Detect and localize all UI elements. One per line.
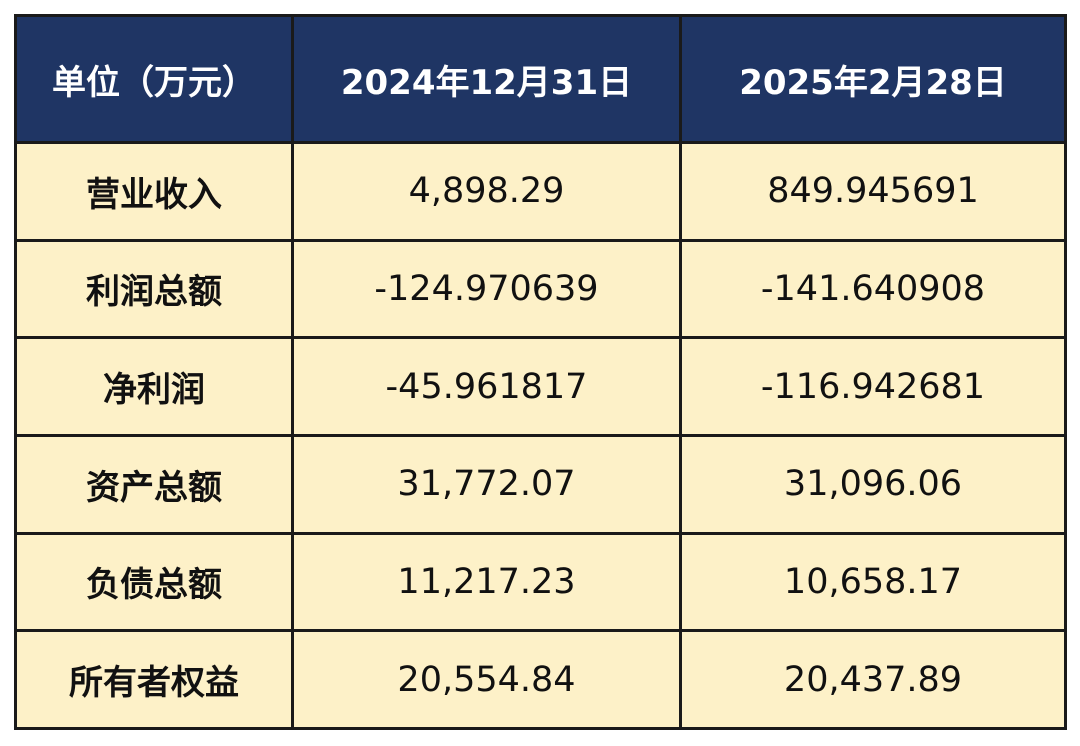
table-header: 单位（万元） 2024年12月31日 2025年2月28日 <box>14 14 1067 144</box>
row-value-2025: -141.640908 <box>679 238 1067 340</box>
table-row: 资产总额 31,772.07 31,096.06 <box>14 433 1067 535</box>
row-value-2024: -45.961817 <box>291 336 682 437</box>
table-row: 营业收入 4,898.29 849.945691 <box>14 141 1067 242</box>
header-unit-cell: 单位（万元） <box>14 14 294 144</box>
row-value-2025: 31,096.06 <box>679 433 1067 535</box>
table-row: 利润总额 -124.970639 -141.640908 <box>14 238 1067 340</box>
row-value-2025: -116.942681 <box>679 336 1067 437</box>
row-value-2025: 10,658.17 <box>679 531 1067 633</box>
row-label: 营业收入 <box>14 141 294 242</box>
row-label: 资产总额 <box>14 433 294 535</box>
table-row: 所有者权益 20,554.84 20,437.89 <box>14 629 1067 730</box>
table-row: 负债总额 11,217.23 10,658.17 <box>14 531 1067 633</box>
header-date-2025-cell: 2025年2月28日 <box>679 14 1067 144</box>
financial-table: 单位（万元） 2024年12月31日 2025年2月28日 营业收入 4,898… <box>14 14 1067 730</box>
table-body: 营业收入 4,898.29 849.945691 利润总额 -124.97063… <box>14 141 1067 730</box>
row-value-2024: -124.970639 <box>291 238 682 340</box>
row-value-2024: 4,898.29 <box>291 141 682 242</box>
row-value-2025: 20,437.89 <box>679 629 1067 730</box>
row-value-2024: 20,554.84 <box>291 629 682 730</box>
header-date-2024-cell: 2024年12月31日 <box>291 14 682 144</box>
row-label: 负债总额 <box>14 531 294 633</box>
header-row: 单位（万元） 2024年12月31日 2025年2月28日 <box>14 14 1067 144</box>
row-label: 净利润 <box>14 336 294 437</box>
row-label: 所有者权益 <box>14 629 294 730</box>
row-value-2024: 11,217.23 <box>291 531 682 633</box>
table-row: 净利润 -45.961817 -116.942681 <box>14 336 1067 437</box>
row-value-2024: 31,772.07 <box>291 433 682 535</box>
row-value-2025: 849.945691 <box>679 141 1067 242</box>
row-label: 利润总额 <box>14 238 294 340</box>
